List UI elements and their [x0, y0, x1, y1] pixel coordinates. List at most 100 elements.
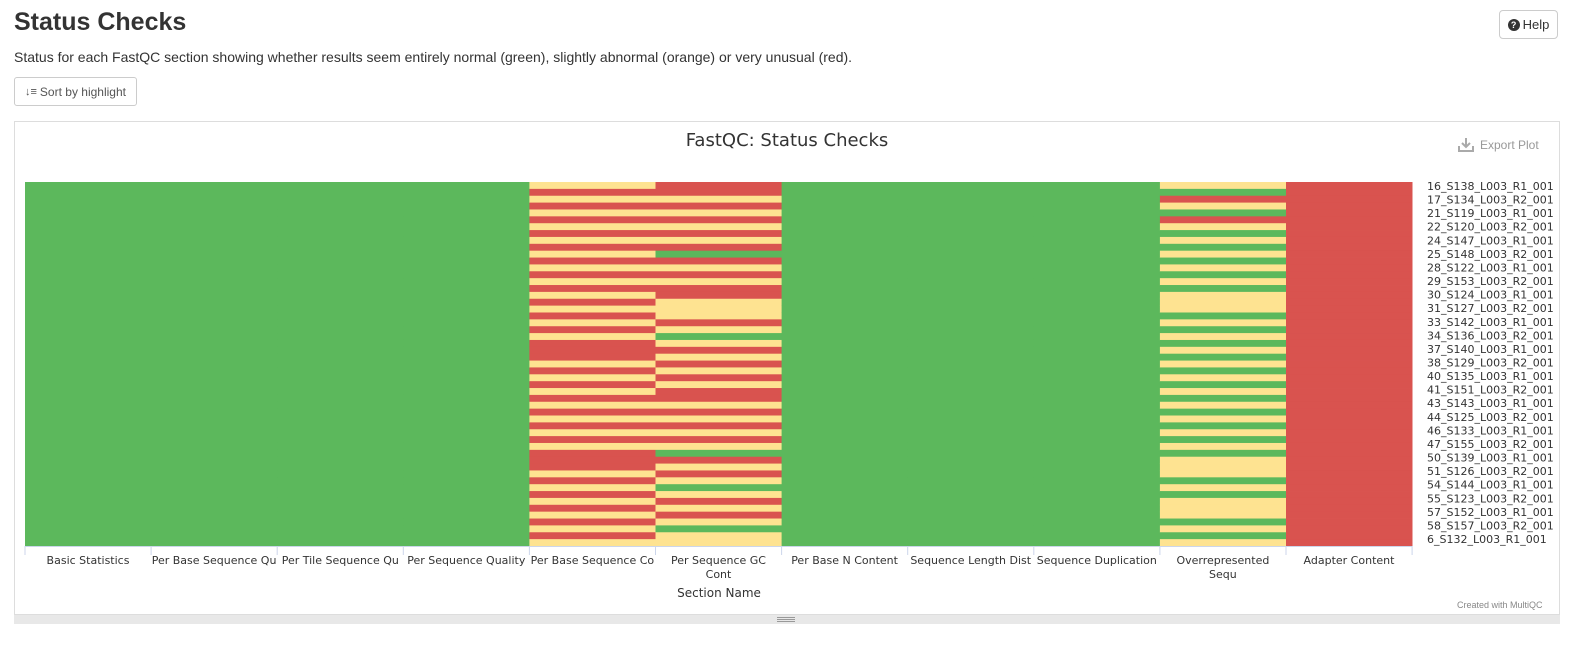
heatmap-cell	[25, 278, 152, 286]
heatmap-cell	[1286, 360, 1413, 368]
heatmap-cell	[529, 436, 656, 444]
y-tick-label: 47_S155_L003_R2_001	[1427, 438, 1554, 451]
heatmap-cell	[1159, 491, 1287, 499]
heatmap-cell	[1286, 257, 1413, 265]
heatmap-cell	[1286, 202, 1413, 210]
heatmap-cell	[781, 408, 909, 416]
heatmap-cell	[151, 374, 278, 382]
heatmap-cell	[277, 305, 404, 313]
heatmap-cell	[277, 429, 404, 437]
x-axis-title: Section Name	[677, 586, 761, 600]
export-plot-button[interactable]: Export Plot	[1458, 137, 1539, 152]
heatmap-cell	[403, 360, 530, 368]
y-tick-label: 33_S142_L003_R1_001	[1427, 316, 1554, 329]
heatmap-cell	[151, 511, 278, 519]
heatmap-cell	[907, 525, 1035, 533]
heatmap-cell	[781, 477, 909, 485]
heatmap-cell	[403, 257, 530, 265]
heatmap-cell	[1033, 202, 1161, 210]
heatmap-cell	[25, 367, 152, 375]
heatmap-cell	[1033, 353, 1161, 361]
heatmap-cell	[277, 243, 404, 252]
y-tick-label: 22_S120_L003_R2_001	[1427, 221, 1554, 234]
heatmap-cell	[529, 408, 656, 416]
x-axis: Basic Statistics Per Base Sequence Qu Per …	[24, 546, 1413, 581]
heatmap-cell	[529, 250, 656, 258]
heatmap-cell	[1033, 456, 1161, 464]
heatmap-cell	[277, 436, 404, 444]
heatmap-cell	[403, 188, 530, 197]
heatmap-cell	[1286, 497, 1413, 506]
heatmap-cell	[151, 285, 278, 293]
heatmap-cell	[151, 236, 278, 245]
heatmap-cell	[529, 449, 656, 458]
heatmap-cell	[151, 463, 278, 471]
y-tick-label: 21_S119_L003_R1_001	[1427, 207, 1554, 220]
heatmap-cell	[151, 264, 278, 272]
heatmap-cell	[1286, 408, 1413, 416]
heatmap-cell	[529, 188, 656, 197]
heatmap-cell	[655, 230, 782, 238]
heatmap-cell	[277, 401, 404, 410]
heatmap-cell	[1286, 436, 1413, 444]
heatmap-cell	[907, 291, 1035, 300]
heatmap-cell	[907, 278, 1035, 286]
heatmap-cell	[1159, 518, 1287, 526]
help-button[interactable]: ? Help	[1499, 10, 1558, 39]
heatmap-cell	[151, 305, 278, 313]
heatmap-cell	[1033, 477, 1161, 485]
heatmap-cell	[151, 449, 278, 458]
heatmap-cell	[1033, 339, 1161, 348]
y-tick-label: 38_S129_L003_R2_001	[1427, 357, 1554, 370]
heatmap-cell	[151, 401, 278, 410]
heatmap-cell	[403, 195, 530, 204]
x-tick-label: Per Base Sequence Qu	[152, 554, 277, 567]
heatmap-cell	[655, 436, 782, 444]
heatmap-cell	[1159, 298, 1287, 307]
x-tick-label: Per Base N Content	[791, 554, 898, 567]
heatmap-cell	[1286, 491, 1413, 499]
heatmap-cell	[403, 442, 530, 451]
heatmap-cell	[25, 250, 152, 258]
heatmap-cell	[403, 401, 530, 410]
heatmap-cell	[781, 285, 909, 293]
heatmap-cell	[1286, 326, 1413, 334]
y-tick-label: 37_S140_L003_R1_001	[1427, 343, 1554, 356]
heatmap-cell	[277, 346, 404, 355]
heatmap-cell	[151, 230, 278, 238]
heatmap-cell	[1286, 511, 1413, 519]
heatmap-cell	[907, 209, 1035, 217]
x-tick-label: Adapter Content	[1304, 554, 1396, 567]
heatmap-cell	[781, 257, 909, 265]
heatmap-cell	[151, 243, 278, 252]
heatmap-cell	[655, 449, 782, 458]
heatmap-cell	[1286, 388, 1413, 396]
sort-by-highlight-button[interactable]: ↓≡ Sort by highlight	[14, 77, 137, 106]
heatmap-cell	[25, 202, 152, 210]
heatmap-cell	[403, 333, 530, 341]
heatmap-cell	[403, 374, 530, 382]
heatmap-cell	[907, 511, 1035, 519]
heatmap-cell	[1159, 374, 1287, 382]
heatmap-cell	[907, 367, 1035, 375]
y-tick-label: 31_S127_L003_R2_001	[1427, 302, 1554, 315]
heatmap-cell	[781, 497, 909, 506]
heatmap-cell	[151, 360, 278, 368]
heatmap-cell	[907, 374, 1035, 382]
heatmap-cell	[277, 195, 404, 204]
heatmap-cell	[403, 278, 530, 286]
heatmap-cell	[655, 298, 782, 307]
heatmap-cell	[277, 182, 404, 190]
heatmap-cell	[403, 388, 530, 396]
export-plot-label: Export Plot	[1480, 137, 1539, 152]
multiqc-credit: Created with MultiQC	[1457, 600, 1543, 610]
heatmap-cell	[1159, 312, 1287, 320]
heatmap-cell	[529, 539, 656, 547]
plot-resize-handle[interactable]	[14, 614, 1560, 624]
heatmap-cell	[781, 278, 909, 286]
y-tick-label: 43_S143_L003_R1_001	[1427, 397, 1554, 410]
heatmap-cell	[25, 223, 152, 231]
heatmap-cell	[1033, 264, 1161, 272]
heatmap-cell	[907, 243, 1035, 252]
heatmap-cell	[529, 326, 656, 334]
